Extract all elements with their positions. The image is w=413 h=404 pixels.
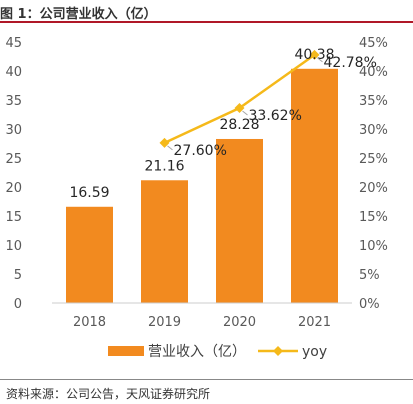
bar xyxy=(291,68,338,304)
y-right-tick-label: 20% xyxy=(359,181,388,196)
right-axis: 0% 5% 10% 15% 20% 25% 30% 35% 40% 45% xyxy=(359,36,388,312)
title-rule xyxy=(0,21,413,23)
yoy-data-labels: 27.60% 33.62% 42.78% xyxy=(167,55,377,159)
x-tick-label: 2021 xyxy=(298,315,331,330)
bar-series xyxy=(66,68,338,304)
yoy-point xyxy=(159,137,170,148)
footer-rule xyxy=(0,379,413,380)
bar-value-label: 28.28 xyxy=(219,117,259,133)
y-left-tick-label: 35 xyxy=(5,94,22,109)
x-tick-label: 2019 xyxy=(148,315,181,330)
y-right-tick-label: 45% xyxy=(359,36,388,51)
yoy-series xyxy=(159,49,320,148)
y-right-tick-label: 35% xyxy=(359,94,388,109)
y-left-tick-label: 5 xyxy=(14,268,22,283)
source-note: 资料来源：公司公告，天风证券研究所 xyxy=(6,387,211,401)
bar xyxy=(216,138,263,303)
x-axis: 2018 2019 2020 2021 xyxy=(73,315,331,330)
legend-line-label: yoy xyxy=(302,344,327,360)
y-left-tick-label: 20 xyxy=(5,181,22,196)
x-tick-label: 2018 xyxy=(73,315,106,330)
legend: 营业收入（亿） yoy xyxy=(108,344,327,360)
legend-bar-swatch xyxy=(108,346,144,356)
y-left-tick-label: 25 xyxy=(5,152,22,167)
bar-value-label: 16.59 xyxy=(69,185,109,201)
x-tick-label: 2020 xyxy=(223,315,256,330)
y-left-tick-label: 15 xyxy=(5,210,22,225)
y-right-tick-label: 40% xyxy=(359,65,388,80)
yoy-value-label: 42.78% xyxy=(324,55,377,71)
y-left-tick-label: 45 xyxy=(5,36,22,51)
bar xyxy=(141,180,188,303)
y-right-tick-label: 5% xyxy=(359,268,380,283)
y-left-tick-label: 0 xyxy=(14,297,22,312)
y-left-tick-label: 40 xyxy=(5,65,22,80)
left-axis: 0 5 10 15 20 25 30 35 40 45 xyxy=(5,36,22,312)
yoy-label-leader xyxy=(167,145,173,151)
y-left-tick-label: 30 xyxy=(5,123,22,138)
yoy-point xyxy=(234,103,245,114)
yoy-value-label: 33.62% xyxy=(249,108,302,124)
yoy-label-leader xyxy=(317,57,323,63)
legend-bar-label: 营业收入（亿） xyxy=(148,344,246,360)
legend-line-marker xyxy=(273,346,283,356)
y-right-tick-label: 10% xyxy=(359,239,388,254)
bar-data-labels: 16.59 21.16 28.28 40.38 xyxy=(69,47,334,201)
bar-value-label: 21.16 xyxy=(144,158,184,174)
y-left-tick-label: 10 xyxy=(5,239,22,254)
y-right-tick-label: 25% xyxy=(359,152,388,167)
y-right-tick-label: 0% xyxy=(359,297,380,312)
yoy-label-leader xyxy=(242,110,248,116)
yoy-point xyxy=(309,49,320,60)
chart: 0 5 10 15 20 25 30 35 40 45 0% 5% 10% 15% 20% 25% 30% 35… xyxy=(5,36,388,360)
yoy-value-label: 27.60% xyxy=(174,143,227,159)
bar-value-label: 40.38 xyxy=(294,47,334,63)
chart-title: 图 1：公司营业收入（亿） xyxy=(0,7,157,22)
y-right-tick-label: 15% xyxy=(359,210,388,225)
bar xyxy=(66,206,113,303)
y-right-tick-label: 30% xyxy=(359,123,388,138)
